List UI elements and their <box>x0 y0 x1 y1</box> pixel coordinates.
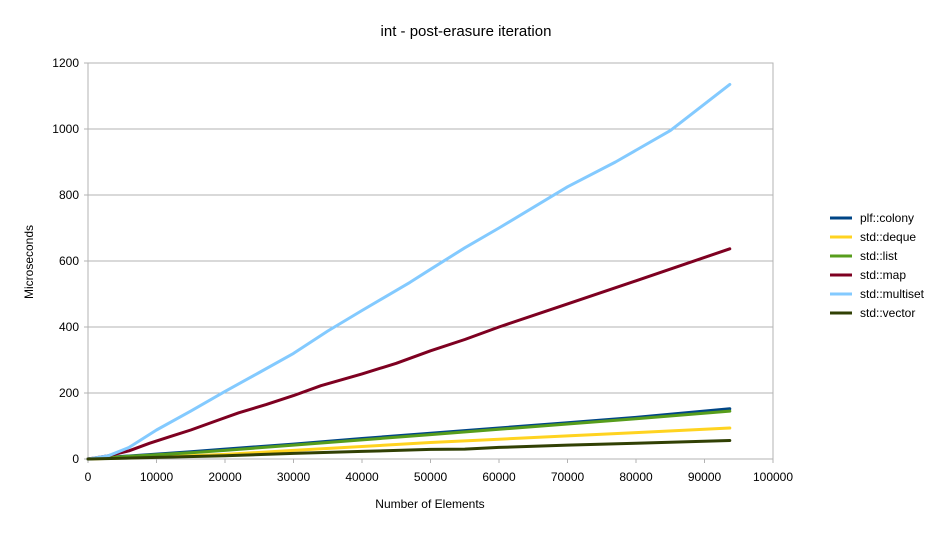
y-tick-label: 800 <box>59 188 79 202</box>
x-tick-label: 90000 <box>688 470 722 484</box>
y-tick-label: 600 <box>59 254 79 268</box>
legend-label: std::multiset <box>860 287 925 301</box>
x-tick-label: 50000 <box>414 470 448 484</box>
x-tick-label: 30000 <box>277 470 311 484</box>
x-tick-label: 0 <box>85 470 92 484</box>
plot-frame <box>87 62 774 460</box>
chart-title: int - post-erasure iteration <box>381 23 552 40</box>
y-tick-label: 1000 <box>52 122 79 136</box>
y-tick-label: 0 <box>72 452 79 466</box>
y-tick-label: 200 <box>59 386 79 400</box>
x-tick-label: 60000 <box>482 470 516 484</box>
y-tick-label: 400 <box>59 320 79 334</box>
x-tick-label: 80000 <box>619 470 653 484</box>
x-tick-label: 10000 <box>140 470 174 484</box>
series-lines <box>86 82 732 461</box>
grid <box>88 62 773 460</box>
axes <box>84 62 774 463</box>
legend-label: std::vector <box>860 306 915 320</box>
series-line-std-list <box>86 409 732 461</box>
legend: plf::colonystd::dequestd::liststd::mapst… <box>830 211 925 320</box>
tick-labels: 0 200 400 600 800 1000 1200 0 10000 20000 30000 400… <box>52 56 793 484</box>
x-tick-label: 40000 <box>345 470 379 484</box>
x-tick-label: 100000 <box>753 470 793 484</box>
legend-label: std::list <box>860 249 898 263</box>
x-tick-label: 70000 <box>551 470 585 484</box>
series-line-std-vector <box>86 439 732 461</box>
series-line-std-map <box>86 247 732 461</box>
x-tick-label: 20000 <box>208 470 242 484</box>
series-line-std-multiset <box>86 82 732 461</box>
y-axis-label: Microseconds <box>22 225 36 299</box>
x-axis-label: Number of Elements <box>375 497 484 511</box>
y-tick-label: 1200 <box>52 56 79 70</box>
legend-label: plf::colony <box>860 211 914 225</box>
legend-label: std::map <box>860 268 906 282</box>
legend-label: std::deque <box>860 230 916 244</box>
